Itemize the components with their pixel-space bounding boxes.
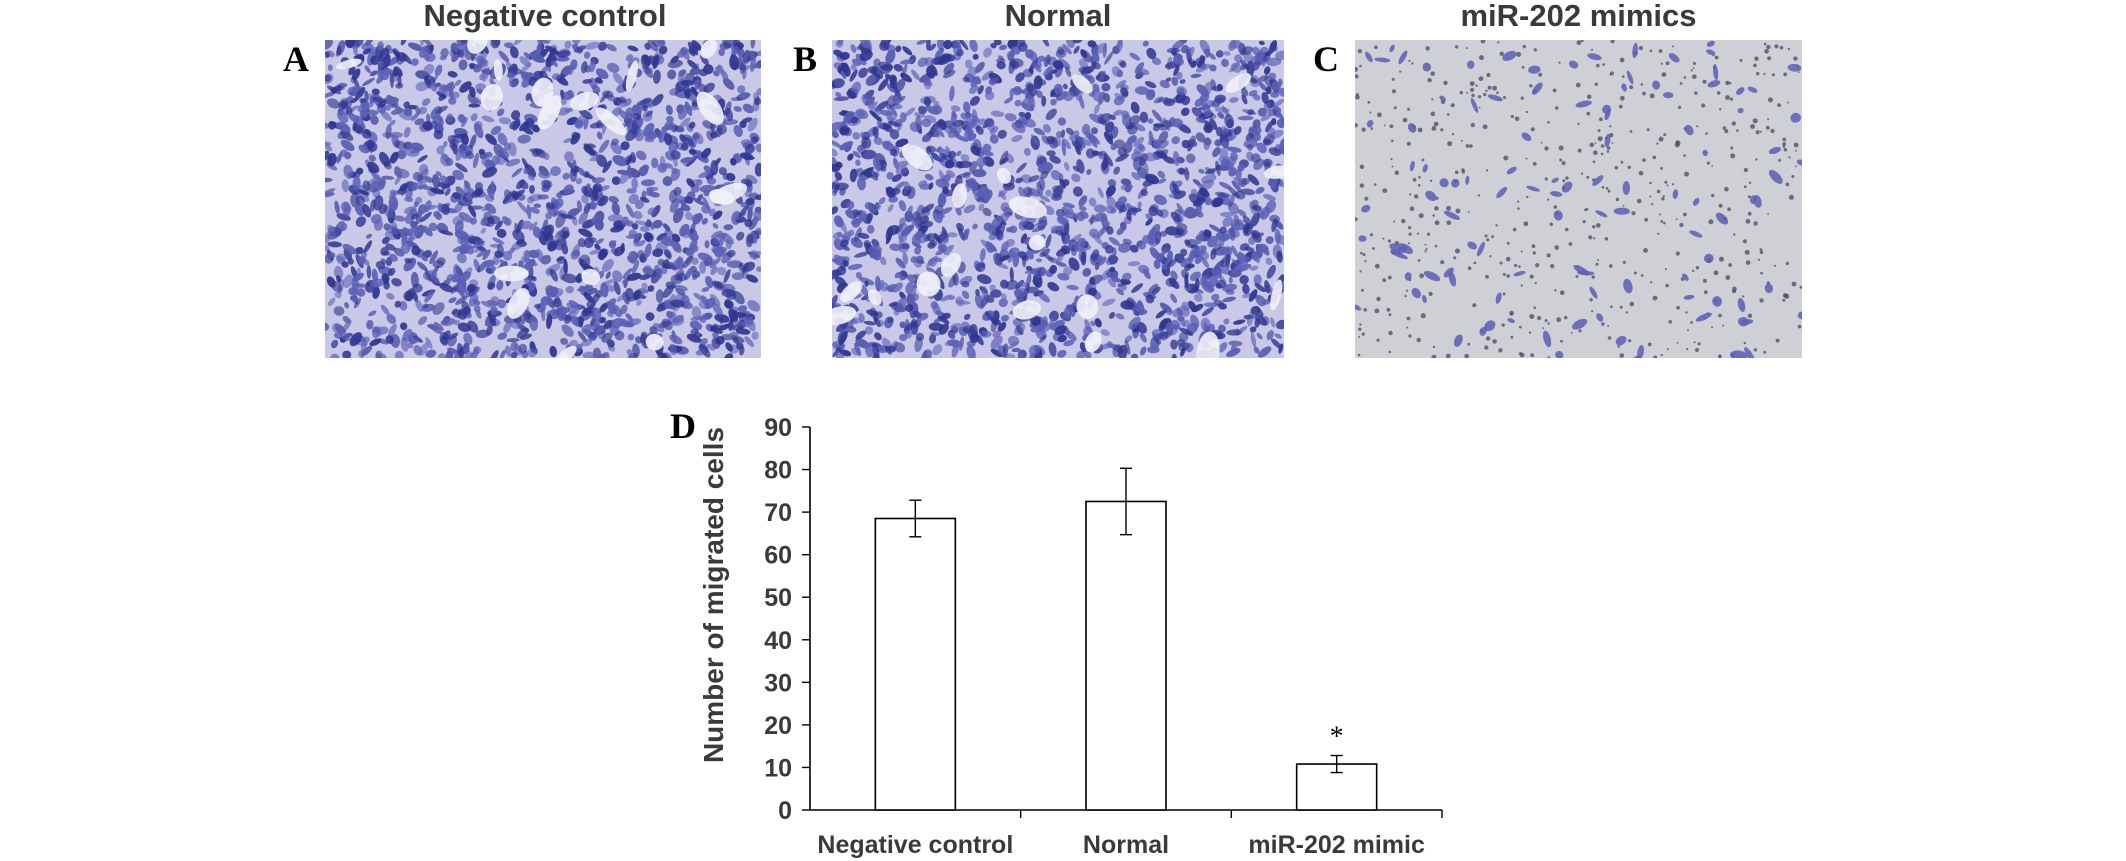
bar-1 [874, 517, 957, 811]
y-tick-label: 90 [764, 414, 792, 442]
y-tick-label: 80 [764, 457, 792, 485]
x-category-label: Normal [1083, 831, 1169, 859]
y-tick-label: 50 [764, 584, 792, 612]
y-tick-label: 10 [764, 754, 792, 782]
y-tick-label: 60 [764, 542, 792, 570]
panel-a-letter: A [283, 39, 309, 79]
x-category-label: Negative control [817, 831, 1013, 859]
panel-c-title: miR-202 mimics [1460, 0, 1697, 33]
panel-b-letter: B [793, 39, 818, 79]
significance-marker: * [1330, 722, 1344, 753]
y-tick-label: 0 [778, 797, 792, 825]
panel-b-title: Normal [1004, 0, 1112, 33]
y-tick-label: 20 [764, 712, 792, 740]
micrograph-mir202-mimics [1355, 40, 1802, 358]
y-tick-label: 40 [764, 627, 792, 655]
micrograph-negative-control [325, 40, 761, 358]
x-category-label: miR-202 mimic [1248, 831, 1425, 859]
panel-d-letter: D [670, 406, 696, 446]
panel-c-letter: C [1313, 39, 1339, 79]
y-axis-label: Number of migrated cells [698, 427, 729, 763]
bar-2 [1085, 500, 1167, 811]
micrograph-normal [832, 40, 1284, 358]
y-tick-label: 30 [764, 669, 792, 697]
panel-a-title: Negative control [423, 0, 667, 33]
y-tick-label: 70 [764, 499, 792, 527]
